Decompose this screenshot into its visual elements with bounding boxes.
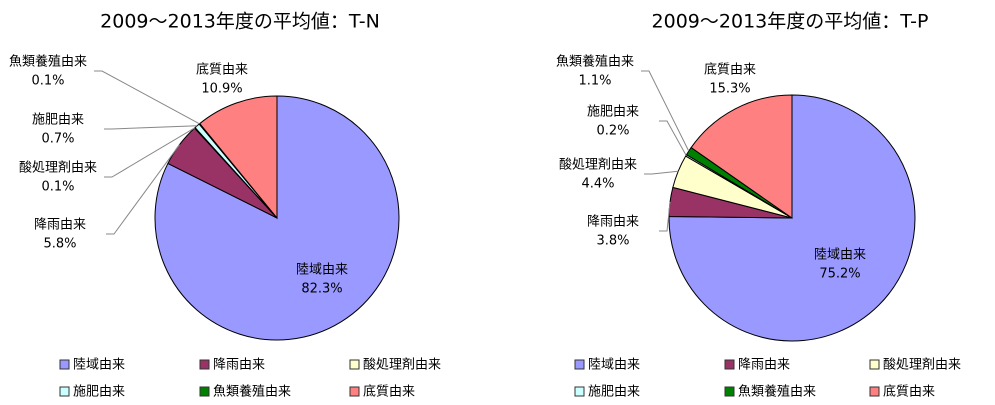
slice-label-value: 75.2% — [819, 267, 860, 282]
legend-swatch — [59, 386, 70, 397]
legend-swatch — [574, 386, 585, 397]
slice-label-name: 陸域由来 — [296, 262, 348, 278]
legend-swatch — [59, 359, 70, 370]
legend-label: 陸域由来 — [588, 357, 640, 373]
slice-label-name: 陸域由来 — [814, 247, 866, 263]
slice-label-name: 降雨由来 — [587, 215, 639, 230]
legend-label: 酸処理剤由来 — [363, 357, 441, 373]
slice-label-name: 降雨由来 — [34, 218, 86, 233]
legend-swatch — [574, 359, 585, 370]
slice-label-value: 0.7% — [41, 132, 74, 147]
slice-label-value: 5.8% — [43, 237, 76, 252]
slice-label-name: 魚類養殖由来 — [9, 54, 87, 70]
slice-label-value: 82.3% — [301, 282, 342, 297]
legend-label: 魚類養殖由来 — [213, 384, 291, 400]
slice-label-value: 0.1% — [31, 74, 64, 89]
slice-label-name: 施肥由来 — [32, 113, 84, 128]
legend-swatch — [869, 386, 880, 397]
legend-label: 底質由来 — [363, 384, 415, 400]
legend-swatch — [349, 359, 360, 370]
slice-label-name: 底質由来 — [196, 62, 248, 78]
slice-label-value: 0.2% — [596, 124, 629, 139]
slice-label-value: 10.9% — [201, 82, 242, 97]
slice-label-value: 3.8% — [596, 234, 629, 249]
legend-swatch — [724, 359, 735, 370]
leader-line — [106, 144, 181, 235]
legend-label: 施肥由来 — [588, 385, 640, 400]
legend-swatch — [869, 359, 880, 370]
pie-slice — [690, 94, 793, 219]
legend-swatch — [199, 359, 210, 370]
leader-line — [104, 125, 198, 130]
slice-label-name: 魚類養殖由来 — [556, 54, 634, 70]
leader-line — [104, 127, 196, 178]
leader-line — [94, 70, 200, 125]
legend-label: 酸処理剤由来 — [883, 357, 961, 373]
pie-slice — [199, 95, 278, 220]
slice-label-value: 4.4% — [581, 177, 614, 192]
legend-label: 陸域由来 — [73, 357, 125, 373]
legend-swatch — [349, 386, 360, 397]
leader-line — [659, 120, 687, 156]
slice-label-value: 0.1% — [41, 180, 74, 195]
slice-label-value: 1.1% — [578, 74, 611, 89]
legend-label: 降雨由来 — [213, 358, 265, 373]
slice-label-name: 酸処理剤由来 — [19, 160, 97, 176]
slice-label-name: 底質由来 — [704, 62, 756, 78]
slice-label-name: 施肥由来 — [587, 105, 639, 120]
leader-line — [641, 70, 690, 152]
legend-label: 降雨由来 — [738, 358, 790, 373]
slice-label-name: 酸処理剤由来 — [559, 157, 637, 173]
slice-label-value: 15.3% — [709, 82, 750, 97]
legend-swatch — [199, 386, 210, 397]
legend-label: 魚類養殖由来 — [738, 384, 816, 400]
leader-line — [644, 170, 679, 175]
legend-swatch — [724, 386, 735, 397]
leader-line — [659, 201, 671, 232]
chart-title: 2009～2013年度の平均値：T-N — [100, 11, 380, 33]
legend-label: 底質由来 — [883, 384, 935, 400]
chart-title: 2009～2013年度の平均値：T-P — [652, 11, 929, 33]
legend-label: 施肥由来 — [73, 385, 125, 400]
